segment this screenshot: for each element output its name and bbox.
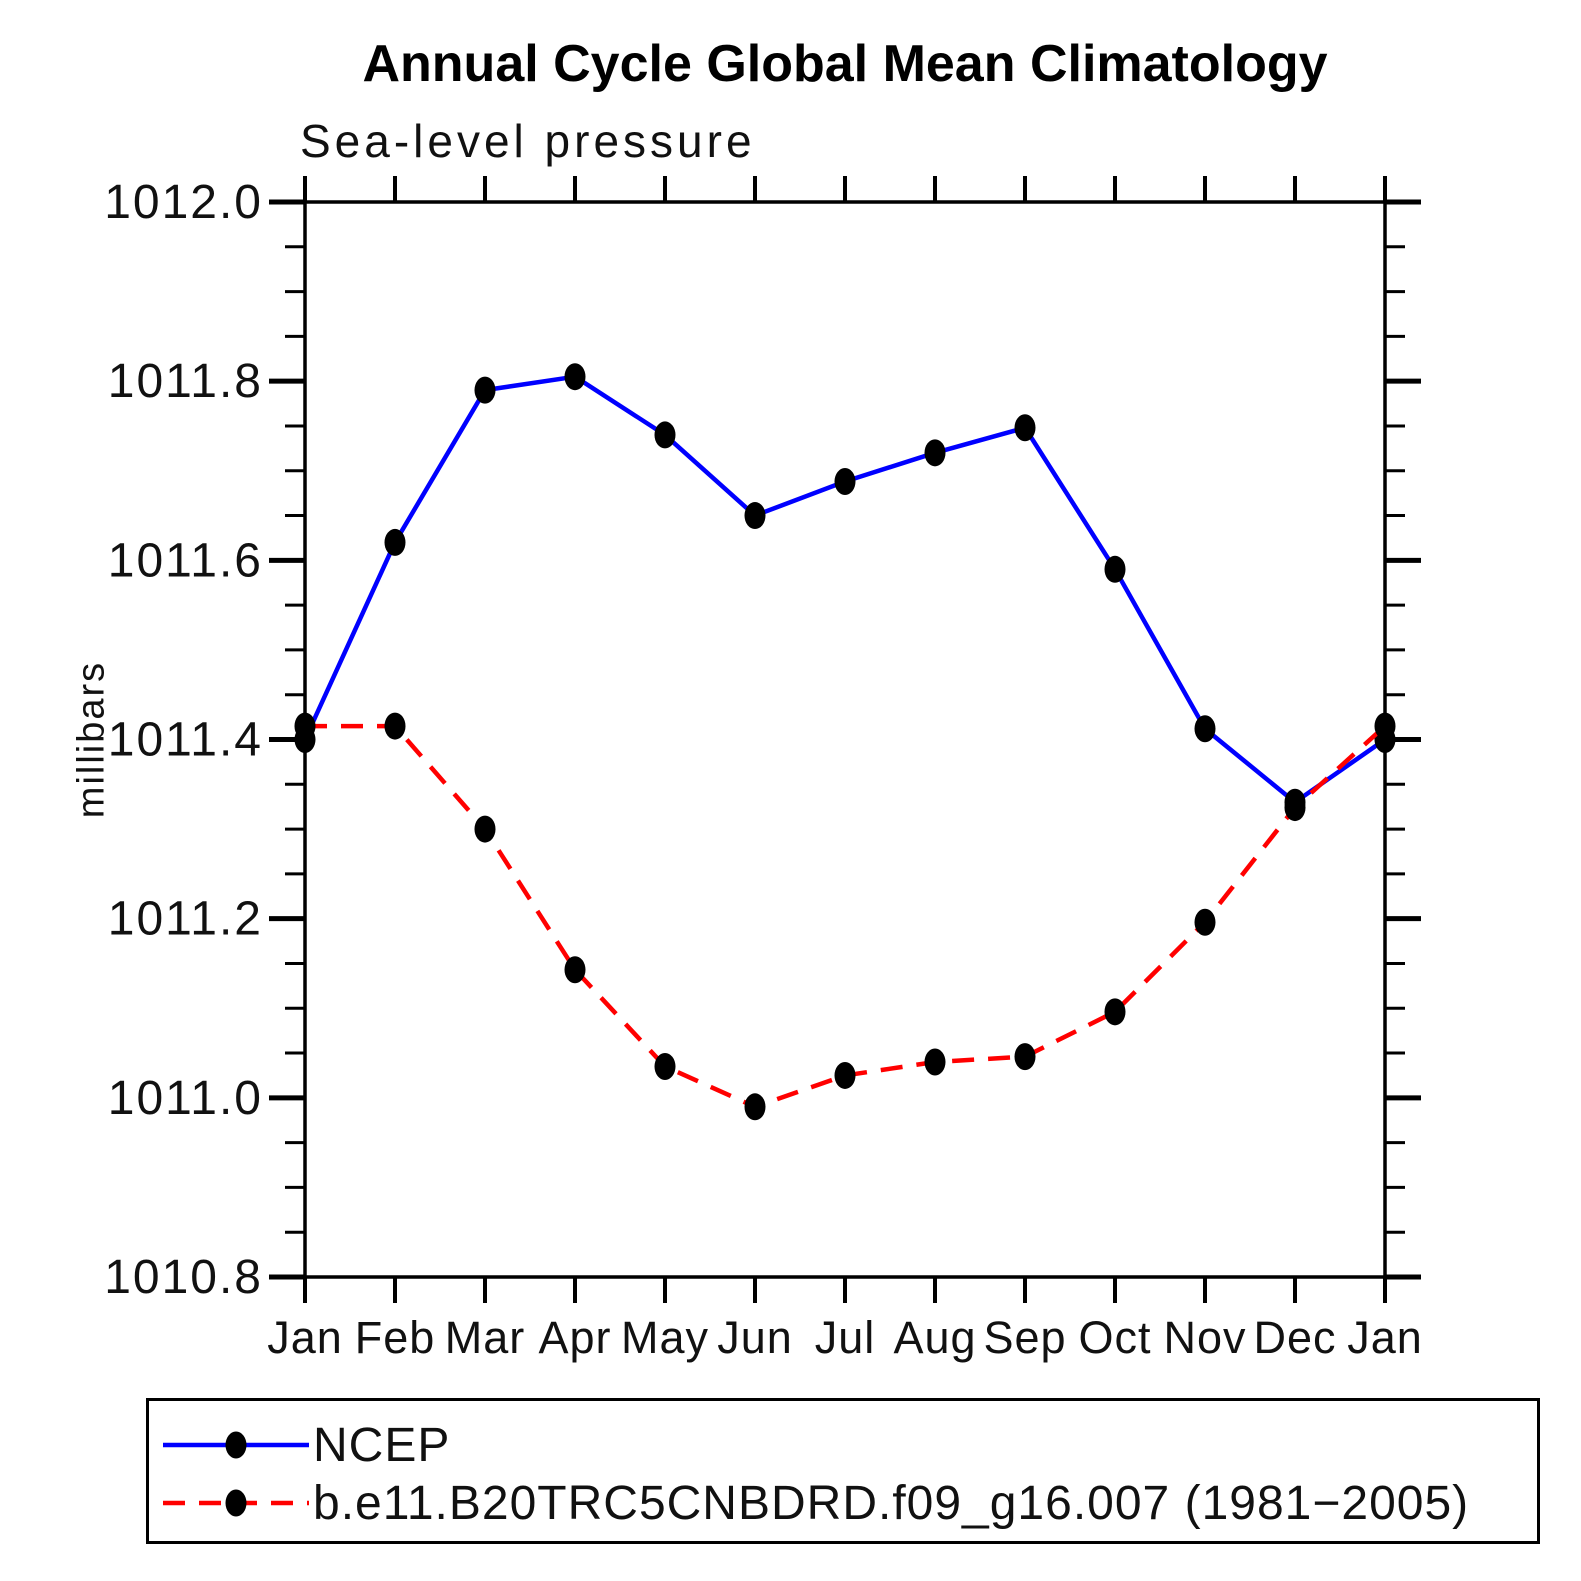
- legend-item-ncep: NCEP: [161, 1417, 450, 1473]
- data-point: [474, 376, 496, 404]
- legend-line-sample-solid: [163, 1431, 309, 1459]
- x-tick-label: Jul: [815, 1312, 876, 1363]
- legend-label: b.e11.B20TRC5CNBDRD.f09_g16.007 (1981−20…: [313, 1476, 1470, 1530]
- x-tick-label: Dec: [1253, 1312, 1336, 1363]
- plot-frame: [303, 200, 1387, 1279]
- y-tick-label: 1010.8: [104, 1251, 263, 1304]
- data-point: [654, 421, 676, 449]
- data-point: [1104, 555, 1126, 583]
- x-tick-label: Oct: [1078, 1312, 1151, 1363]
- data-point: [744, 502, 766, 530]
- x-tick-label: Sep: [983, 1312, 1066, 1363]
- data-point: [1374, 712, 1396, 740]
- data-point: [1194, 715, 1216, 743]
- y-tick-label: 1011.6: [108, 534, 263, 587]
- data-point: [474, 815, 496, 843]
- data-point: [1014, 1043, 1036, 1071]
- data-point: [924, 439, 946, 467]
- x-tick-label: Jan: [1347, 1312, 1423, 1363]
- data-point: [654, 1052, 676, 1080]
- x-tick-label: Aug: [893, 1312, 976, 1363]
- x-tick-label: Mar: [445, 1312, 526, 1363]
- chart-subtitle: Sea-level pressure: [300, 115, 756, 167]
- legend-line-sample-dashed: [163, 1489, 309, 1517]
- data-point: [744, 1093, 766, 1121]
- series-line-1: [305, 723, 1387, 1110]
- data-point: [564, 363, 586, 391]
- y-tick-label: 1011.4: [108, 714, 263, 767]
- page-title: Annual Cycle Global Mean Climatology: [362, 35, 1328, 93]
- data-point: [1104, 998, 1126, 1026]
- data-point: [834, 468, 856, 495]
- x-tick-label: Feb: [355, 1312, 436, 1363]
- data-point: [384, 528, 406, 556]
- y-tick-label: 1011.2: [108, 893, 263, 946]
- y-tick-label: 1011.8: [108, 355, 263, 408]
- y-tick-label: 1012.0: [104, 176, 263, 229]
- data-point: [294, 712, 316, 740]
- y-tick-label: 1011.0: [108, 1072, 263, 1125]
- data-point: [1284, 794, 1306, 822]
- series-line-0: [302, 374, 1387, 806]
- x-tick-label: Jun: [717, 1312, 793, 1363]
- legend-item-model: b.e11.B20TRC5CNBDRD.f09_g16.007 (1981−20…: [161, 1475, 1469, 1531]
- x-tick-label: Nov: [1163, 1312, 1246, 1363]
- x-tick-label: May: [621, 1312, 709, 1363]
- data-point: [834, 1061, 856, 1089]
- legend: NCEP b.e11.B20TRC5CNBDRD.f09_g16.007 (19…: [146, 1398, 1540, 1544]
- data-point: [924, 1048, 946, 1076]
- legend-label: NCEP: [313, 1418, 451, 1472]
- data-point: [1194, 908, 1216, 936]
- data-point: [564, 956, 586, 984]
- x-tick-label: Jan: [267, 1312, 343, 1363]
- x-tick-label: Apr: [538, 1312, 611, 1363]
- data-point: [1014, 414, 1036, 442]
- data-point: [384, 712, 406, 740]
